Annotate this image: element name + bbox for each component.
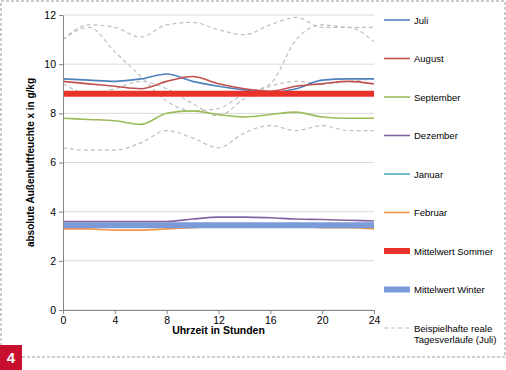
tick-mark [59, 64, 63, 65]
tick-label: 4 [50, 206, 56, 218]
grid-line [63, 260, 374, 261]
tick: 8 [164, 310, 170, 326]
tick-label: 12 [44, 9, 56, 21]
tick-mark [59, 261, 63, 262]
line [63, 224, 374, 225]
legend-swatch [384, 327, 410, 328]
legend-swatch [384, 248, 410, 254]
tick-label: 8 [50, 107, 56, 119]
frame [1, 1, 505, 357]
tick-mark [115, 310, 116, 314]
line [63, 76, 374, 91]
tick: 8 [50, 107, 63, 119]
tick: 0 [50, 304, 63, 316]
tick-mark [59, 310, 63, 311]
legend-label: Mittelwert Sommer [414, 246, 493, 257]
tick-mark [167, 310, 168, 314]
tick: 10 [44, 58, 63, 70]
line [63, 126, 374, 151]
line [63, 25, 374, 111]
lines [63, 17, 374, 230]
tick-mark [59, 15, 63, 16]
line [63, 17, 374, 42]
line [63, 74, 374, 92]
tick-label: 10 [44, 58, 56, 70]
tick: 16 [265, 310, 277, 326]
tick: 20 [317, 310, 329, 326]
tick: 24 [369, 310, 381, 326]
tick-mark [59, 113, 63, 114]
tick: 4 [112, 310, 118, 326]
tick-label: 20 [317, 314, 329, 326]
tick: 0 [61, 310, 67, 326]
legend-label: August [414, 53, 444, 64]
legend-label: Beispielhafte realeTagesverläufe (Juli) [414, 323, 496, 345]
legend-label: September [414, 92, 460, 103]
legend-swatch [384, 287, 410, 293]
tick-label: 4 [112, 314, 118, 326]
tick-mark [270, 310, 271, 314]
tick-label: 0 [61, 314, 67, 326]
tick-label: 24 [369, 314, 381, 326]
x-axis-title: Uhrzeit in Stunden [172, 324, 265, 336]
legend-label: Mittelwert Winter [414, 284, 485, 295]
tick-mark [63, 310, 64, 314]
axis-line [63, 16, 64, 311]
tick: 4 [50, 206, 63, 218]
y-axis-title: absolute Außenluftfeuchte x in g/kg [25, 78, 36, 247]
legend-swatch [384, 135, 410, 137]
legend-swatch [384, 212, 410, 214]
tick-mark [374, 310, 375, 314]
grid-line [63, 64, 374, 65]
tick-label: 16 [265, 314, 277, 326]
badge [0, 345, 22, 370]
legend-label: Juli [414, 15, 428, 26]
grid-line [63, 15, 374, 16]
tick-label: 0 [50, 304, 56, 316]
tick: 2 [50, 255, 63, 267]
chart: 04812162024024681012Uhrzeit in Stundenab… [0, 0, 506, 370]
tick-mark [219, 310, 220, 314]
tick: 12 [44, 9, 63, 21]
legend-swatch [384, 19, 410, 21]
line [63, 111, 374, 125]
tick-label: 2 [50, 255, 56, 267]
tick-mark [59, 212, 63, 213]
line [63, 217, 374, 221]
tick-label: 8 [164, 314, 170, 326]
tick-mark [59, 163, 63, 164]
legend-swatch [384, 173, 410, 175]
grid [63, 15, 374, 310]
line [63, 222, 374, 228]
legend-label: Januar [414, 169, 443, 180]
grid-line [63, 113, 374, 114]
legend-label: Februar [414, 207, 447, 218]
legend: Juli August September Dezember Januar Februar… [384, 15, 496, 345]
legend-swatch [384, 58, 410, 60]
line [63, 91, 374, 97]
tick: 6 [50, 156, 63, 168]
grid-line [63, 211, 374, 212]
figure-number: 4 [7, 349, 16, 366]
grid-line [63, 162, 374, 163]
y-axis: 0 2 4 6 8 10 12 [44, 9, 63, 316]
tick-mark [322, 310, 323, 314]
legend-swatch [384, 96, 410, 98]
tick-label: 6 [50, 156, 56, 168]
legend-label: Dezember [414, 130, 458, 141]
